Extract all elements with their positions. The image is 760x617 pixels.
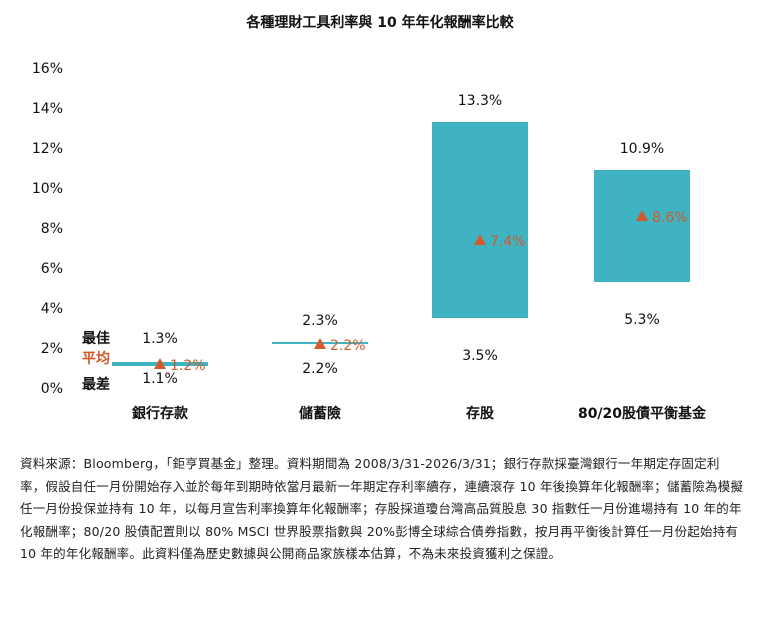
best-label: 1.3% [142,331,178,347]
source-note: 資料來源：Bloomberg，「鉅亨買基金」整理。資料期間為 2008/3/31… [20,456,744,561]
y-tick-label: 0% [41,381,63,397]
average-label: 1.2% [170,358,206,374]
best-label: 10.9% [620,141,664,157]
y-tick-label: 10% [32,181,63,197]
value-labels: 1.2% 1.3% 1.1% 2.2% 2.3% 2.2% 7.4% 13.3% 3.5% 8.6… [142,93,687,387]
y-tick-label: 2% [41,341,63,357]
best-label: 13.3% [458,93,502,109]
y-tick-label: 4% [41,301,63,317]
category-label: 存股 [466,405,495,422]
y-axis: 0% 2% 4% 6% 8% 10% 12% 14% 16% [32,61,63,397]
average-marker [636,210,648,221]
y-tick-label: 12% [32,141,63,157]
worst-label: 3.5% [462,348,498,364]
average-marker [474,234,486,245]
range-bar-chart: 0% 2% 4% 6% 8% 10% 12% 14% 16% 1.2% 1.3% 1.1% 2.2% 2… [32,61,707,422]
y-tick-label: 16% [32,61,63,77]
y-tick-label: 6% [41,261,63,277]
y-tick-label: 8% [41,221,63,237]
y-tick-label: 14% [32,101,63,117]
average-label: 7.4% [490,234,526,250]
average-label: 8.6% [652,210,688,226]
chart-title: 各種理財工具利率與 10 年年化報酬率比較 [246,15,514,31]
worst-label: 5.3% [624,312,660,328]
category-label: 80/20股債平衡基金 [578,405,707,422]
average-label: 2.2% [330,338,366,354]
x-axis: 銀行存款 儲蓄險 存股 80/20股債平衡基金 [132,405,707,422]
best-label: 2.3% [302,313,338,329]
category-label: 銀行存款 [132,405,189,422]
legend-worst: 最差 [82,376,110,393]
range-bar [432,122,528,318]
legend-average: 平均 [82,350,110,367]
average-marker [314,338,326,349]
average-marker [154,358,166,369]
worst-label: 2.2% [302,361,338,377]
worst-label: 1.1% [142,371,178,387]
legend-best: 最佳 [82,330,110,347]
range-bar [594,170,690,282]
bars [112,122,690,369]
category-label: 儲蓄險 [298,405,341,422]
